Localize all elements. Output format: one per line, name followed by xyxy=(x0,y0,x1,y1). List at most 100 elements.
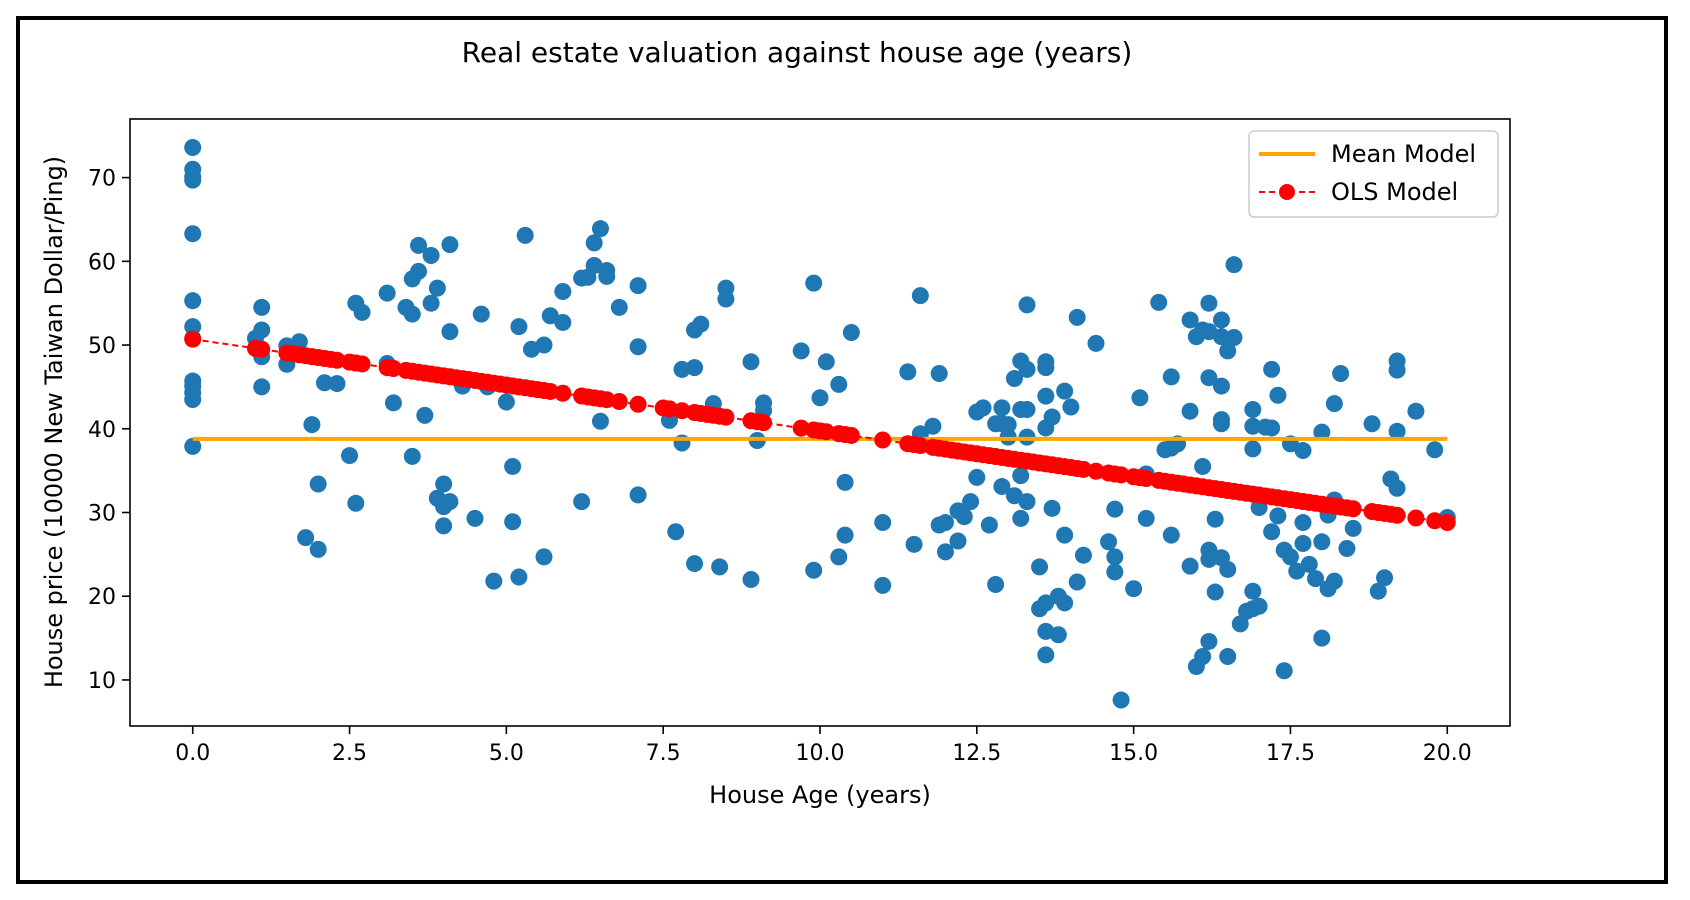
scatter-point xyxy=(585,234,603,252)
scatter-point xyxy=(686,359,704,377)
scatter-point xyxy=(441,236,459,254)
ols-marker xyxy=(1344,500,1362,518)
scatter-point xyxy=(466,509,484,527)
scatter-point xyxy=(1043,499,1061,517)
scatter-point xyxy=(591,412,609,430)
scatter-point xyxy=(1325,572,1343,590)
ols-marker xyxy=(911,437,929,455)
legend-ols-label: OLS Model xyxy=(1331,178,1458,206)
scatter-point xyxy=(1369,582,1387,600)
scatter-point xyxy=(1012,509,1030,527)
ols-marker xyxy=(253,340,271,358)
scatter-point xyxy=(1263,360,1281,378)
scatter-point xyxy=(936,543,954,561)
scatter-point xyxy=(435,475,453,493)
scatter-point xyxy=(1294,442,1312,460)
ols-marker xyxy=(598,391,616,409)
scatter-point xyxy=(949,532,967,550)
scatter-point xyxy=(1162,526,1180,544)
scatter-point xyxy=(510,318,528,336)
scatter-point xyxy=(1200,550,1218,568)
scatter-point xyxy=(573,493,591,511)
scatter-point xyxy=(1338,540,1356,558)
scatter-point xyxy=(309,475,327,493)
scatter-point xyxy=(1049,626,1067,644)
y-tick-label: 70 xyxy=(88,167,116,192)
scatter-point xyxy=(1263,523,1281,541)
scatter-point xyxy=(1269,507,1287,525)
ols-marker xyxy=(629,395,647,413)
y-tick-label: 10 xyxy=(88,669,116,694)
ols-marker xyxy=(874,431,892,449)
scatter-point xyxy=(1244,440,1262,458)
scatter-point xyxy=(1181,402,1199,420)
scatter-point xyxy=(1313,629,1331,647)
scatter-point xyxy=(874,576,892,594)
scatter-point xyxy=(842,323,860,341)
scatter-point xyxy=(341,447,359,465)
scatter-point xyxy=(830,375,848,393)
scatter-point xyxy=(485,572,503,590)
scatter-point xyxy=(610,298,628,316)
scatter-point xyxy=(422,294,440,312)
scatter-point xyxy=(428,279,446,297)
scatter-point xyxy=(1426,441,1444,459)
scatter-point xyxy=(1037,387,1055,405)
scatter-point xyxy=(1056,526,1074,544)
scatter-point xyxy=(1181,311,1199,329)
ols-marker xyxy=(1112,466,1130,484)
ols-marker xyxy=(1426,512,1444,530)
scatter-point xyxy=(1244,582,1262,600)
scatter-point xyxy=(1137,509,1155,527)
y-axis: 10 20 30 40 50 60 70 xyxy=(88,167,130,694)
scatter-point xyxy=(629,277,647,295)
scatter-point xyxy=(817,353,835,371)
scatter-point xyxy=(472,305,490,323)
ols-marker xyxy=(842,426,860,444)
ols-marker xyxy=(1087,462,1105,480)
scatter-point xyxy=(1376,569,1394,587)
scatter-point xyxy=(930,365,948,383)
ols-marker xyxy=(1438,514,1456,532)
scatter-point xyxy=(1037,594,1055,612)
scatter-point xyxy=(1112,691,1130,709)
scatter-point xyxy=(686,555,704,573)
scatter-point xyxy=(717,290,735,308)
ols-marker xyxy=(717,408,735,426)
scatter-point xyxy=(911,287,929,305)
scatter-point xyxy=(742,353,760,371)
scatter-point xyxy=(1294,534,1312,552)
scatter-point xyxy=(1100,533,1118,551)
scatter-point xyxy=(591,220,609,238)
scatter-point xyxy=(742,570,760,588)
x-tick-label: 20.0 xyxy=(1423,741,1472,766)
scatter-point xyxy=(1200,632,1218,650)
scatter-point xyxy=(184,390,202,408)
scatter-point xyxy=(535,336,553,354)
scatter-point xyxy=(1150,293,1168,311)
scatter-point xyxy=(999,416,1017,434)
scatter-point xyxy=(968,468,986,486)
scatter-point xyxy=(1263,419,1281,437)
scatter-point xyxy=(1363,415,1381,433)
scatter-point xyxy=(905,535,923,553)
ols-marker xyxy=(610,393,628,411)
scatter-point xyxy=(1018,401,1036,419)
scatter-point xyxy=(516,226,534,244)
scatter-point xyxy=(1125,580,1143,598)
x-tick-label: 0.0 xyxy=(175,741,210,766)
scatter-point xyxy=(1181,557,1199,575)
scatter-point xyxy=(1225,329,1243,347)
x-tick-label: 12.5 xyxy=(952,741,1001,766)
scatter-point xyxy=(1269,386,1287,404)
scatter-point xyxy=(303,416,321,434)
scatter-point xyxy=(1131,389,1149,407)
x-tick-label: 7.5 xyxy=(646,741,681,766)
x-tick-label: 10.0 xyxy=(796,741,845,766)
scatter-point xyxy=(1074,546,1092,564)
scatter-point xyxy=(899,363,917,381)
scatter-point xyxy=(403,305,421,323)
scatter-point xyxy=(1388,422,1406,440)
scatter-point xyxy=(830,548,848,566)
scatter-point xyxy=(692,315,710,333)
